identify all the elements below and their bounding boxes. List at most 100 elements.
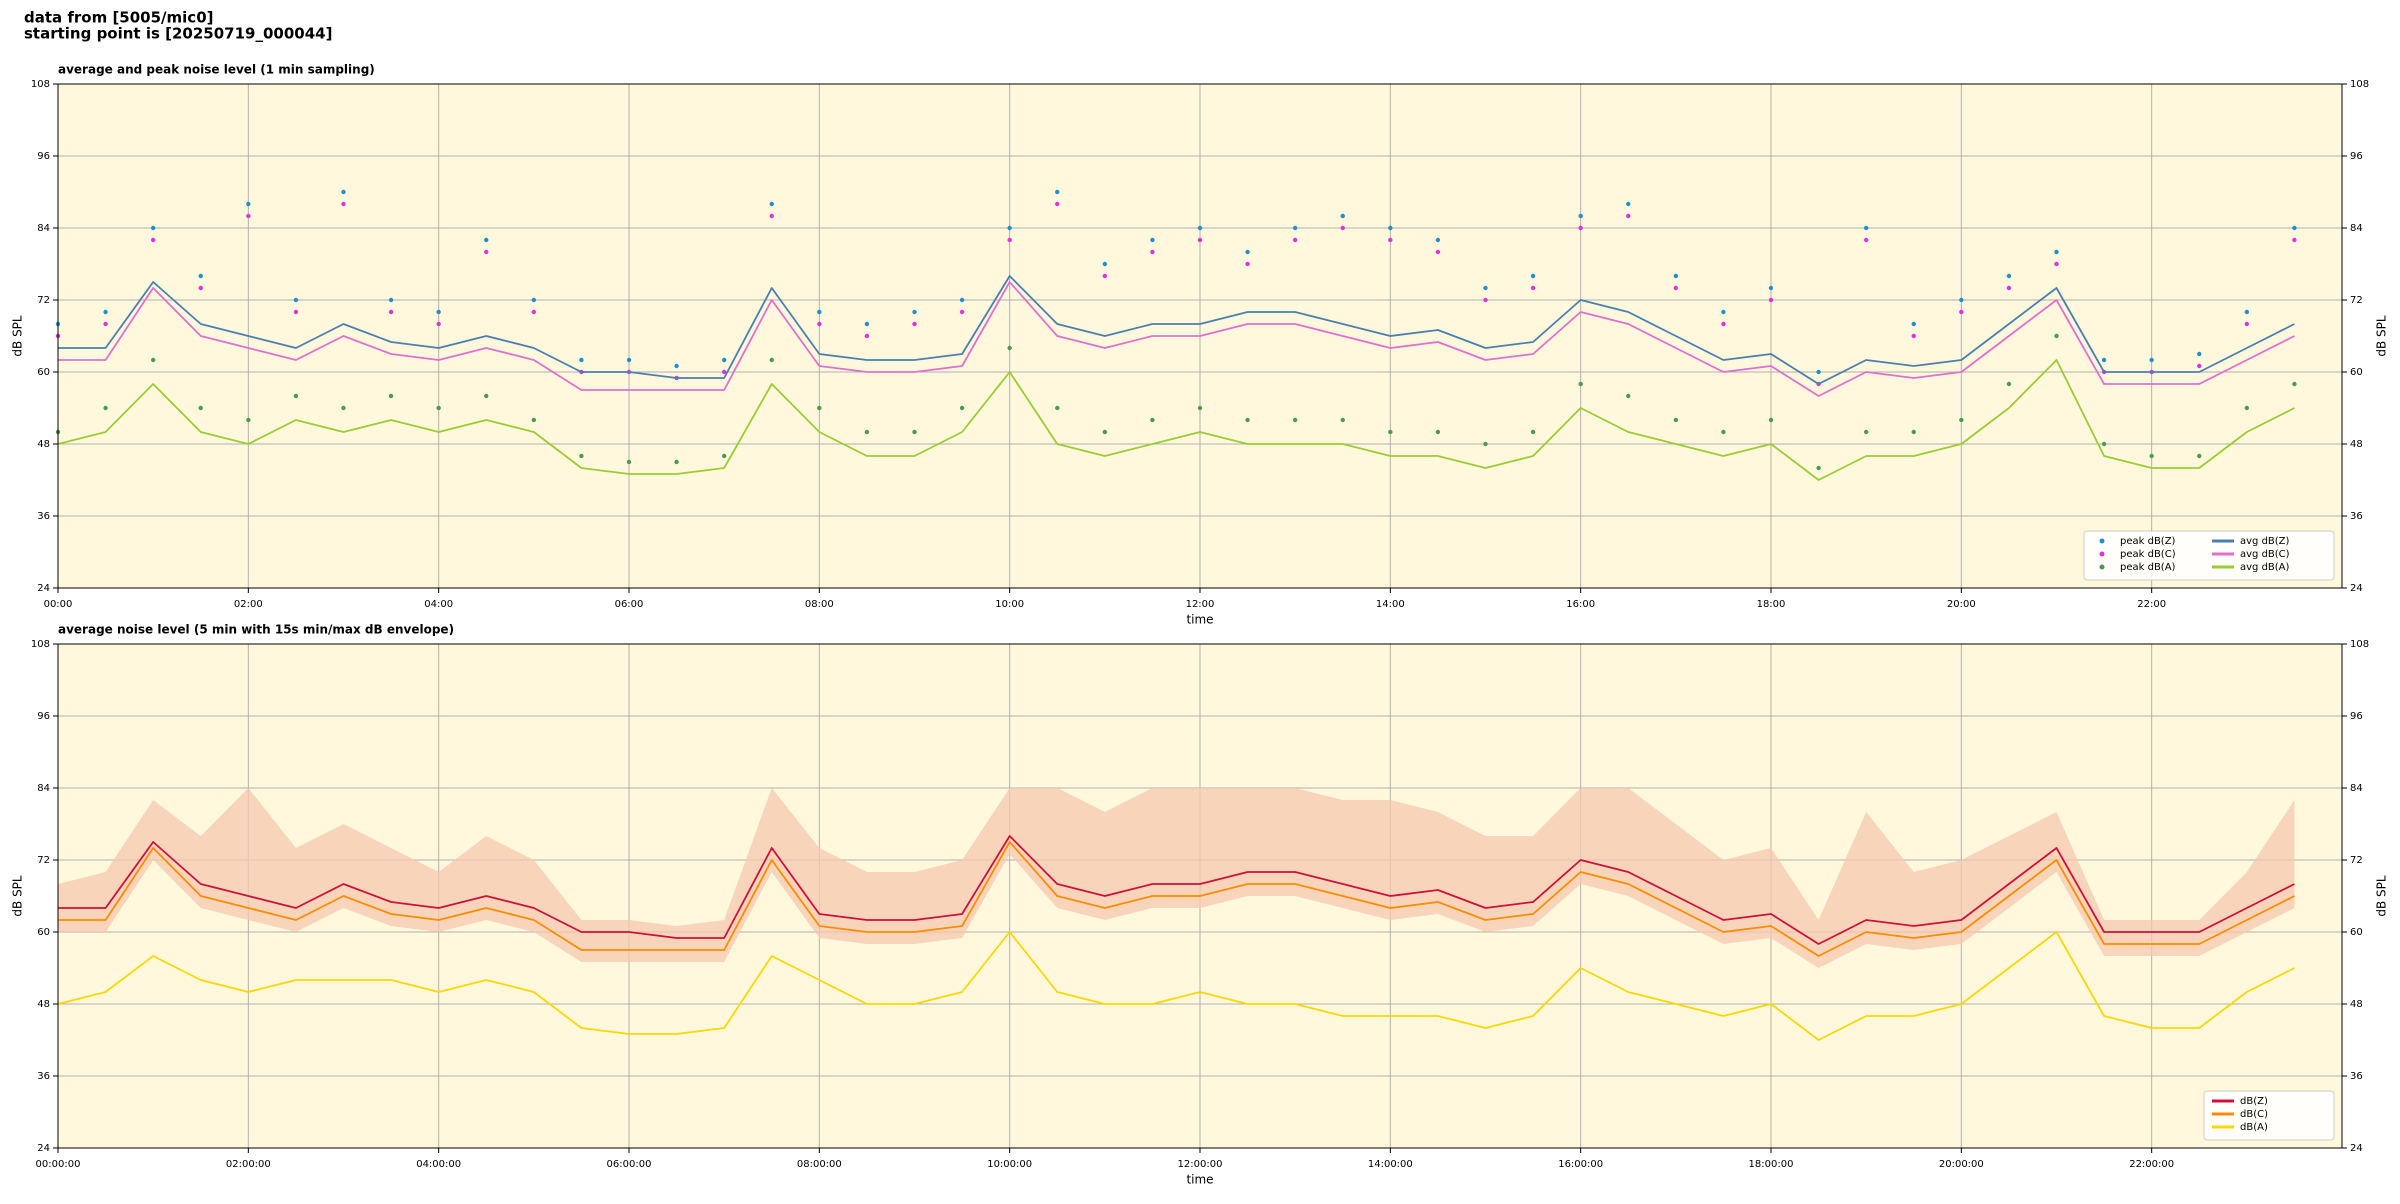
peak-dot — [341, 405, 346, 411]
peak-dot — [1007, 237, 1012, 243]
peak-dot — [531, 309, 537, 315]
legend-label: peak dB(Z) — [2120, 536, 2176, 547]
legend-label: avg dB(Z) — [2240, 536, 2290, 547]
peak-dot — [864, 321, 870, 327]
peak-dot — [150, 237, 156, 243]
peak-dot — [198, 405, 203, 411]
peak-dot — [626, 459, 632, 465]
x-tick-label: 10:00:00 — [987, 1159, 1032, 1170]
x-tick-label: 04:00:00 — [416, 1159, 461, 1170]
peak-dot — [1102, 273, 1108, 279]
peak-dot — [769, 213, 774, 219]
peak-dot — [2006, 381, 2012, 387]
peak-dot — [246, 213, 251, 219]
peak-dot — [388, 393, 394, 399]
peak-dot — [1340, 225, 1345, 231]
y-tick-label: 72 — [2350, 295, 2363, 306]
x-tick-label: 18:00:00 — [1749, 1159, 1794, 1170]
peak-dot — [2197, 453, 2202, 459]
series-line — [58, 275, 2295, 385]
series-line — [58, 841, 2295, 957]
peak-dot — [579, 453, 584, 459]
x-tick-label: 22:00:00 — [2129, 1159, 2174, 1170]
peak-dot — [1150, 249, 1155, 255]
peak-dot — [721, 453, 727, 459]
series-line — [57, 359, 2295, 481]
peak-dot — [531, 297, 537, 303]
x-tick-label: 14:00 — [1376, 599, 1405, 610]
y-tick-label: 36 — [2350, 1071, 2363, 1082]
chart-title: average and peak noise level (1 min samp… — [58, 63, 375, 77]
peak-dot — [1435, 249, 1441, 255]
y-tick-label: 84 — [37, 783, 50, 794]
peak-dot — [198, 285, 203, 291]
y-tick-label: 96 — [2350, 711, 2363, 722]
series-line — [58, 835, 2295, 945]
peak-dot — [2054, 261, 2059, 267]
y-tick-label: 36 — [37, 1071, 50, 1082]
peak-dot — [2054, 333, 2059, 339]
x-tick-label: 04:00 — [424, 599, 453, 610]
y-tick-label: 36 — [37, 511, 50, 522]
peak-dot — [912, 309, 917, 315]
y-tick-label: 84 — [37, 223, 50, 234]
y-tick-label: 84 — [2350, 783, 2363, 794]
peak-dot — [150, 357, 156, 363]
x-tick-label: 08:00 — [805, 599, 834, 610]
peak-dot — [2149, 453, 2154, 459]
peak-dot — [1673, 273, 1679, 279]
y-tick-label: 24 — [2350, 583, 2363, 594]
x-tick-label: 16:00 — [1566, 599, 1595, 610]
peak-dot — [1578, 225, 1583, 231]
peak-dot — [959, 309, 965, 315]
peak-dot — [1007, 345, 1012, 351]
y-axis-label: dB SPL — [11, 315, 25, 357]
legend-swatch — [2099, 551, 2105, 557]
peak-dot — [1768, 285, 1774, 291]
peak-dot — [1055, 405, 1060, 411]
peak-dot — [484, 393, 489, 399]
peak-dot — [1292, 417, 1298, 423]
y-tick-label: 48 — [2350, 439, 2363, 450]
y-tick-label: 36 — [2350, 511, 2363, 522]
x-tick-label: 02:00 — [234, 599, 263, 610]
peak-dot — [817, 321, 822, 327]
peak-dot — [1435, 237, 1441, 243]
peak-dot — [1721, 429, 1726, 435]
peak-dot — [1530, 273, 1536, 279]
peak-dot — [103, 309, 108, 315]
x-tick-label: 14:00:00 — [1368, 1159, 1413, 1170]
y-tick-label: 48 — [37, 999, 50, 1010]
legend-box — [2203, 1090, 2335, 1141]
peak-dot — [1863, 225, 1869, 231]
peak-dot — [103, 321, 108, 327]
peak-dot — [1245, 261, 1250, 267]
peak-dot — [1578, 213, 1583, 219]
peak-dot — [579, 357, 584, 363]
peak-dot — [293, 309, 299, 315]
header-line: starting point is [20250719_000044] — [24, 25, 332, 43]
peak-dot — [626, 357, 632, 363]
peak-dot — [1673, 285, 1679, 291]
peak-dot — [198, 273, 203, 279]
x-tick-label: 02:00:00 — [226, 1159, 271, 1170]
y-tick-label: 48 — [2350, 999, 2363, 1010]
y-tick-label: 84 — [2350, 223, 2363, 234]
y-tick-label: 108 — [2350, 79, 2369, 90]
peak-dot — [1292, 225, 1298, 231]
peak-dot — [1435, 429, 1441, 435]
y-tick-label: 60 — [37, 367, 50, 378]
y-tick-label: 24 — [37, 1143, 50, 1154]
peak-dot — [1388, 225, 1393, 231]
peak-dot — [2244, 309, 2250, 315]
peak-dot — [912, 321, 917, 327]
peak-dot — [864, 429, 870, 435]
peak-dot — [1911, 321, 1916, 327]
peak-dot — [1578, 381, 1583, 387]
peak-dot — [1197, 225, 1203, 231]
y-tick-label: 108 — [2350, 639, 2369, 650]
y-tick-label: 96 — [2350, 151, 2363, 162]
envelope-band — [58, 788, 2295, 968]
peak-dot — [2292, 237, 2297, 243]
peak-dot — [1340, 213, 1345, 219]
